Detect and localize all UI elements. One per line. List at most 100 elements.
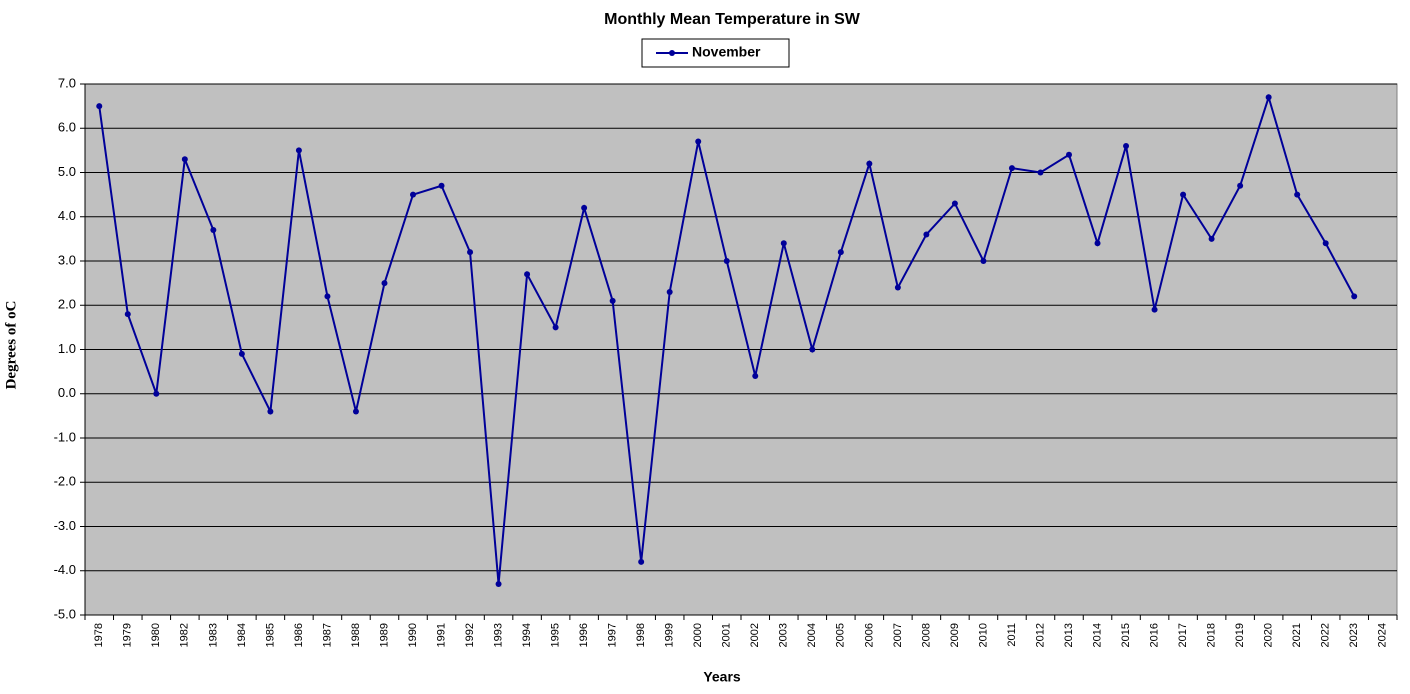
data-point (1294, 191, 1301, 198)
data-point (181, 156, 188, 163)
x-tick-label: 1989 (378, 623, 390, 647)
data-point (894, 284, 901, 291)
data-point (1351, 293, 1358, 300)
x-tick-label: 2024 (1377, 623, 1389, 647)
x-tick-label: 1995 (550, 623, 562, 647)
data-point (495, 581, 502, 588)
x-tick-label: 1994 (521, 623, 533, 647)
data-point (1151, 306, 1158, 313)
y-tick-label: -2.0 (54, 474, 76, 489)
x-tick-label: 2002 (749, 623, 761, 647)
x-tick-label: 1996 (578, 623, 590, 647)
x-tick-label: 2004 (806, 623, 818, 647)
x-tick-label: 2000 (692, 623, 704, 647)
x-tick-label: 1993 (492, 623, 504, 647)
x-tick-label: 1980 (150, 623, 162, 647)
data-point (1237, 182, 1244, 189)
data-point (780, 240, 787, 247)
y-tick-label: 4.0 (58, 208, 76, 223)
x-tick-label: 2018 (1206, 623, 1218, 647)
y-tick-label: 5.0 (58, 164, 76, 179)
data-point (1066, 151, 1072, 158)
legend-marker (669, 50, 675, 56)
data-point (923, 231, 930, 238)
y-axis-label: Degrees of oC (3, 301, 19, 390)
x-tick-label: 2017 (1177, 623, 1189, 647)
data-point (153, 390, 160, 397)
x-tick-label: 1999 (664, 623, 676, 647)
data-point (1094, 240, 1101, 247)
data-point (837, 249, 844, 256)
data-point (352, 408, 359, 415)
data-point (1123, 142, 1130, 149)
x-tick-label: 2021 (1291, 623, 1303, 647)
x-tick-label: 2014 (1091, 623, 1103, 647)
x-tick-label: 2008 (920, 623, 932, 647)
data-point (809, 346, 816, 353)
data-point (866, 160, 873, 167)
y-tick-label: -3.0 (54, 518, 76, 533)
x-tick-label: 1997 (607, 623, 619, 647)
x-tick-label: 2011 (1006, 623, 1018, 647)
data-point (124, 311, 131, 318)
x-axis-label: Years (703, 669, 741, 685)
x-tick-label: 2012 (1034, 623, 1046, 647)
y-tick-label: -4.0 (54, 562, 76, 577)
data-point (410, 191, 416, 198)
x-tick-label: 1987 (321, 623, 333, 647)
data-point (467, 249, 474, 256)
x-tick-label: 2006 (863, 623, 875, 647)
x-tick-label: 2007 (892, 623, 904, 647)
y-tick-label: 7.0 (58, 75, 76, 90)
x-tick-label: 2023 (1348, 623, 1360, 647)
data-point (609, 297, 616, 304)
x-tick-label: 1979 (122, 623, 134, 647)
x-tick-label: 1988 (350, 623, 362, 647)
data-point (581, 204, 588, 211)
x-tick-label: 2001 (721, 623, 733, 647)
y-tick-label: 2.0 (58, 297, 76, 312)
y-tick-label: 6.0 (58, 120, 76, 135)
x-tick-label: 1990 (407, 623, 419, 647)
x-tick-label: 2009 (949, 623, 961, 647)
data-point (1322, 240, 1329, 247)
x-tick-label: 1982 (179, 623, 191, 647)
x-tick-label: 2003 (778, 623, 790, 647)
x-tick-label: 2019 (1234, 623, 1246, 647)
y-tick-label: 1.0 (58, 341, 76, 356)
data-point (267, 408, 274, 415)
y-tick-label: -5.0 (54, 606, 76, 621)
x-tick-label: 1986 (293, 623, 305, 647)
data-point (1037, 169, 1044, 176)
x-tick-label: 1985 (264, 623, 276, 647)
data-point (210, 227, 217, 234)
data-point (1265, 94, 1272, 101)
x-tick-label: 1984 (236, 623, 248, 647)
data-point (951, 200, 958, 207)
data-point (438, 182, 445, 189)
legend-label: November (692, 44, 761, 60)
data-point (96, 103, 103, 110)
x-tick-label: 2020 (1263, 623, 1275, 647)
x-tick-label: 1978 (93, 623, 105, 647)
x-tick-label: 1998 (635, 623, 647, 647)
data-point (324, 293, 331, 300)
x-tick-label: 1992 (464, 623, 476, 647)
data-point (524, 271, 531, 278)
x-tick-label: 1983 (207, 623, 219, 647)
data-point (552, 324, 559, 331)
x-tick-label: 2022 (1320, 623, 1332, 647)
x-tick-label: 2010 (977, 623, 989, 647)
x-tick-label: 2016 (1148, 623, 1160, 647)
x-tick-label: 2015 (1120, 623, 1132, 647)
x-tick-label: 2013 (1063, 623, 1075, 647)
data-point (1208, 235, 1215, 242)
data-point (381, 280, 388, 287)
data-point (638, 558, 645, 565)
x-tick-label: 2005 (835, 623, 847, 647)
data-point (695, 138, 702, 145)
data-point (723, 258, 730, 264)
chart-title: Monthly Mean Temperature in SW (604, 11, 861, 28)
data-point (752, 373, 759, 380)
